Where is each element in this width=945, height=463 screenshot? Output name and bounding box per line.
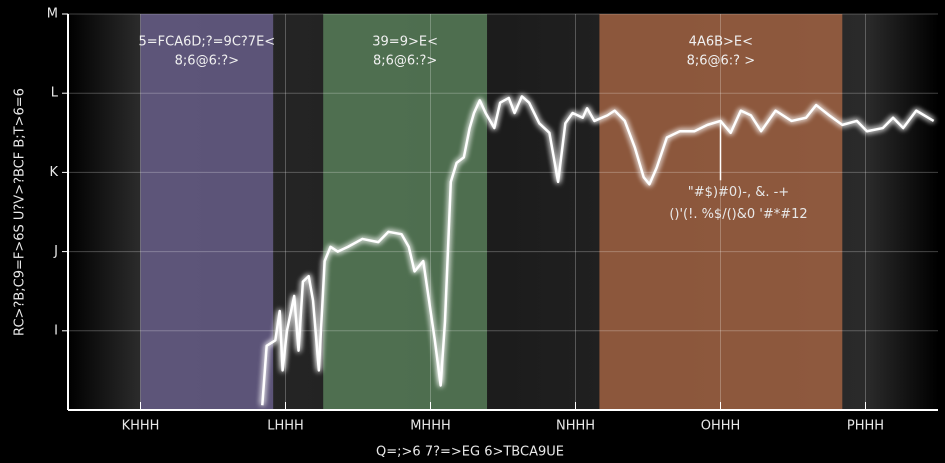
band-label: 39=9>E<	[372, 35, 438, 50]
y-tick-label: I	[54, 323, 58, 338]
band-label: 4A6B>E<	[689, 35, 753, 50]
band-label: 5=FCA6D;?=9C?7E<	[138, 35, 275, 50]
band-label: 8;6@6:? >	[687, 54, 756, 69]
spectrum-line	[261, 95, 935, 406]
band-label: 8;6@6:?>	[373, 54, 437, 69]
x-tick-label: KHHH	[122, 419, 160, 434]
y-tick-label: M	[47, 7, 58, 22]
annotation-text: ()'(!. %$/()&0 '#*#12	[669, 207, 807, 222]
annotation-text: "#$)#0)-, &. -+	[688, 185, 789, 200]
band	[323, 14, 488, 410]
x-tick-label: OHHH	[701, 419, 741, 434]
y-axis-label: RC>?B;C9=F>6S U?V>?BCF B;T>6=6	[13, 88, 28, 336]
y-tick-label: L	[51, 86, 59, 101]
x-tick-label: PHHH	[847, 419, 884, 434]
band	[599, 14, 843, 410]
x-tick-label: MHHH	[410, 419, 451, 434]
y-tick-label: J	[53, 244, 58, 259]
x-tick-label: NHHH	[556, 419, 595, 434]
y-tick-label: K	[49, 165, 58, 180]
x-axis-label: Q=;>6 7?=>EG 6>TBCA9UE	[376, 445, 564, 460]
band	[140, 14, 274, 410]
x-tick-label: LHHH	[267, 419, 304, 434]
band-label: 8;6@6:?>	[175, 54, 239, 69]
